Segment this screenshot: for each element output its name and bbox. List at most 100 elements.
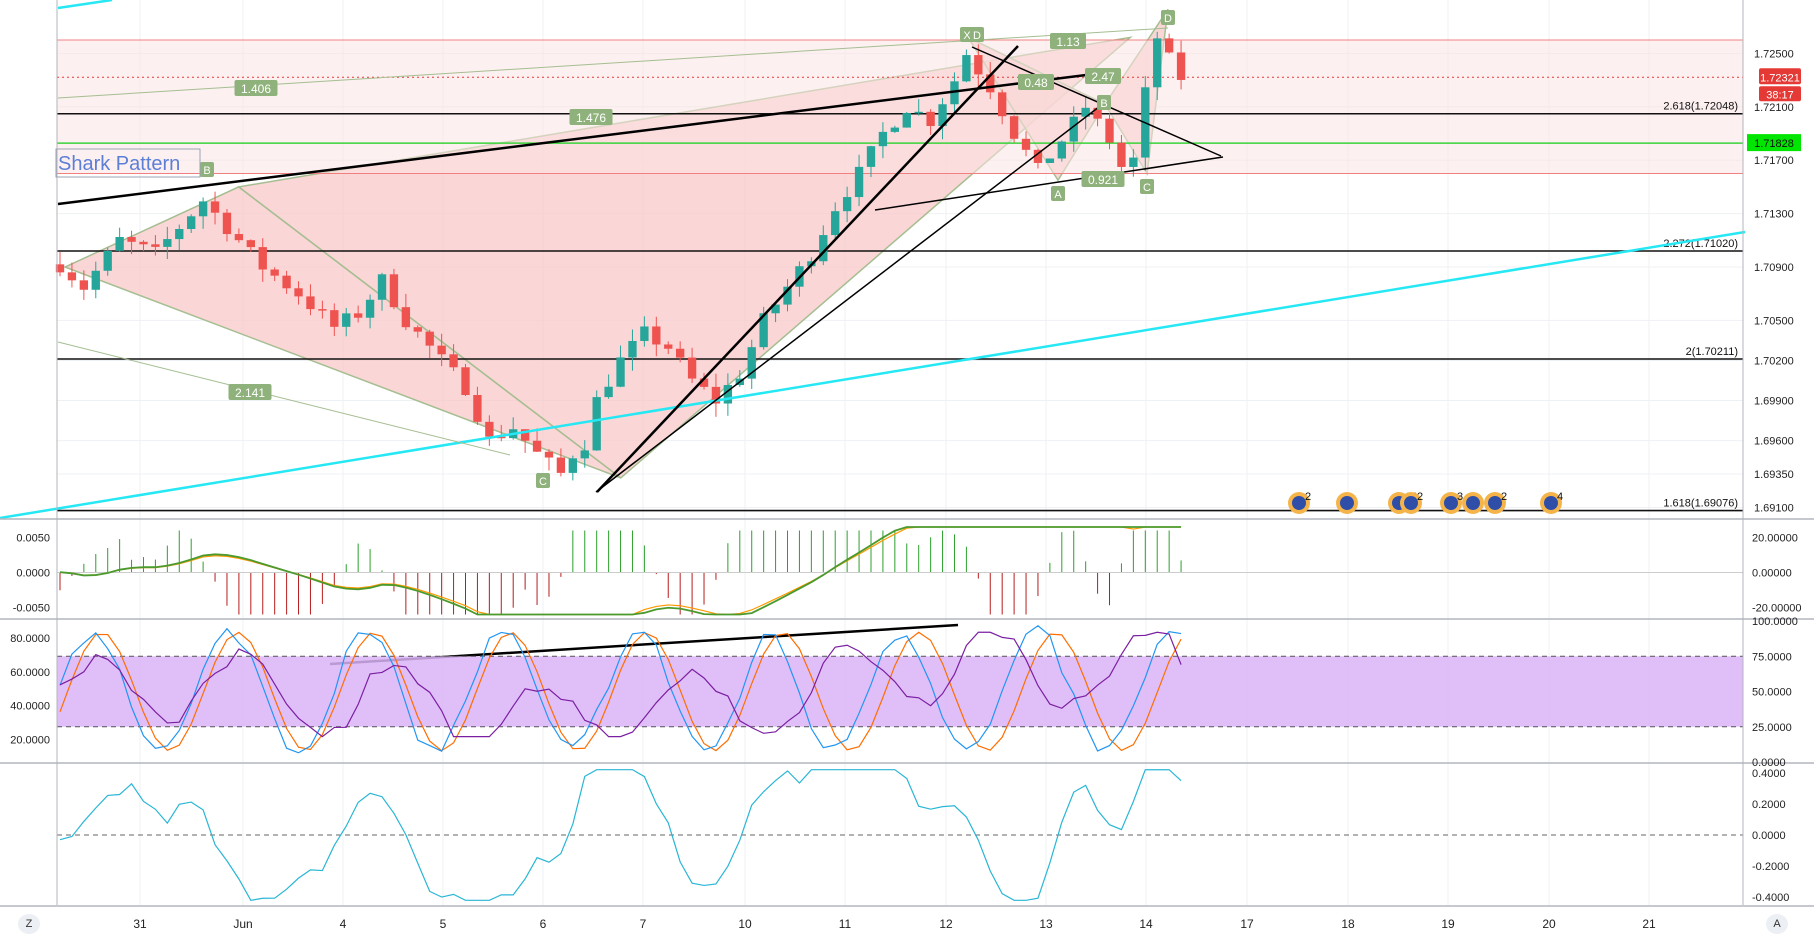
candle-body [914, 111, 923, 114]
ratio-label-box[interactable] [228, 384, 272, 400]
harmonic-fills [57, 8, 1743, 479]
time-axis-label: 31 [133, 917, 147, 931]
macd-axis-left-label: 0.0000 [16, 568, 50, 580]
stoch-band [57, 656, 1743, 727]
macd-axis-right-label: 0.00000 [1752, 568, 1792, 580]
pattern-point-b-box[interactable] [200, 162, 214, 177]
candle-body [842, 197, 852, 212]
price-levels: 2.618(1.72048) 2.272(1.71020) 2(1.70211) 1.… [57, 39, 1743, 512]
event-marker-core [1404, 496, 1418, 510]
steep-trendline[interactable] [596, 45, 1019, 493]
candle-body [91, 270, 100, 290]
osc-axis-right-label: -0.2000 [1752, 861, 1789, 873]
candle-body [139, 241, 148, 245]
cyan-trendline-top[interactable] [57, 0, 113, 10]
macd-axis-left-label: -0.0050 [13, 603, 50, 615]
event-marker-count: 3 [1457, 491, 1463, 503]
event-marker[interactable]: 4 [1540, 491, 1563, 514]
wedge-upper-line[interactable] [971, 46, 1222, 157]
pattern-point-a-box[interactable] [1051, 186, 1065, 201]
event-marker[interactable] [1336, 492, 1358, 514]
price-axis-label: 1.70200 [1754, 355, 1794, 367]
resistance-trendline[interactable] [57, 69, 1119, 206]
event-marker-core [1292, 496, 1306, 510]
ratio-label-box[interactable] [234, 80, 278, 96]
pattern-point-b2-box[interactable] [1097, 95, 1111, 110]
macd-axis-right-label: -20.00000 [1752, 603, 1802, 615]
candle-body [330, 310, 339, 327]
event-marker[interactable]: 2 [1400, 491, 1423, 514]
cyan-trendline[interactable] [0, 230, 1746, 520]
time-axis-label: 4 [340, 917, 347, 931]
shark-pattern-label-box[interactable] [55, 148, 201, 178]
time-axis-label: 19 [1441, 917, 1455, 931]
time-axis-label: 5 [440, 917, 447, 931]
candle-body [711, 386, 721, 404]
shark-pattern-label: Shark Pattern [58, 153, 180, 175]
time-axis-label: 10 [738, 917, 752, 931]
candle-body [664, 344, 673, 349]
pattern-point-c-box[interactable] [536, 473, 550, 488]
candle-body [854, 166, 864, 198]
event-marker[interactable]: 3 [1440, 491, 1463, 514]
ratio-label-box[interactable] [1085, 68, 1121, 84]
ratio-label-box[interactable] [1050, 33, 1086, 49]
stoch-axis-left-label: 80.0000 [10, 633, 50, 645]
candle-body [294, 288, 303, 297]
candle-body [902, 113, 911, 128]
stoch-k-line [59, 625, 1182, 754]
candle-body [675, 348, 685, 358]
event-marker[interactable]: 2 [1288, 491, 1311, 514]
macd-axis-left-label: 0.0050 [16, 533, 50, 545]
candle-body [962, 55, 971, 82]
candle-body [831, 211, 840, 236]
candle-body [544, 451, 554, 458]
pattern-point-x: X [963, 30, 971, 42]
ratio-label: 1.476 [576, 111, 606, 125]
bottom-left-button[interactable]: Z [18, 914, 40, 934]
ratio-label: 1.13 [1056, 35, 1080, 49]
pattern-point-d2-box[interactable] [1161, 10, 1175, 25]
wedge-lower-line[interactable] [874, 156, 1224, 211]
time-axis-label: 20 [1542, 917, 1556, 931]
candle-body [1153, 38, 1162, 88]
candle-body [1033, 149, 1043, 163]
stoch-axis-right-label: 0.0000 [1752, 757, 1786, 769]
candle-body [55, 264, 65, 273]
osc-axis-right-label: 0.0000 [1752, 830, 1786, 842]
time-axis-label: Jun [233, 917, 252, 931]
pattern-point-d-box[interactable] [970, 27, 984, 42]
candle-body [723, 385, 733, 404]
ratio-label-box[interactable] [569, 109, 613, 125]
candle-body [532, 440, 542, 452]
candle-body [1069, 116, 1078, 142]
price-axis-label: 1.72100 [1754, 102, 1794, 114]
event-marker[interactable] [1462, 492, 1484, 514]
event-marker[interactable]: 2 [1484, 491, 1507, 514]
ratio-label: 2.141 [235, 386, 265, 400]
event-marker-core [1444, 496, 1458, 510]
candle-body [222, 212, 232, 235]
pattern-point-b: B [203, 165, 210, 177]
thin-guide-line-2[interactable] [57, 341, 511, 456]
price-axis-label: 1.70500 [1754, 315, 1794, 327]
price-axis-label: 1.69600 [1754, 436, 1794, 448]
candle-body [365, 299, 375, 318]
bottom-right-button[interactable]: A [1766, 914, 1788, 934]
candle-body [163, 239, 172, 247]
pattern-point-c2-box[interactable] [1140, 179, 1154, 194]
fib-level-label: 2.618(1.72048) [1663, 101, 1738, 113]
candle-body [389, 274, 399, 308]
candle-body [1129, 157, 1138, 167]
ratio-label: 2.47 [1091, 70, 1115, 84]
price-axis-label: 1.69350 [1754, 469, 1794, 481]
candle-body [699, 378, 709, 387]
ratio-label-box[interactable] [1018, 74, 1054, 90]
time-axis-label: 21 [1642, 917, 1656, 931]
countdown-badge [1759, 86, 1801, 102]
pattern-point-d2: D [1164, 13, 1172, 25]
support-trendline[interactable] [595, 99, 1109, 493]
ratio-label-box[interactable] [1081, 171, 1125, 187]
